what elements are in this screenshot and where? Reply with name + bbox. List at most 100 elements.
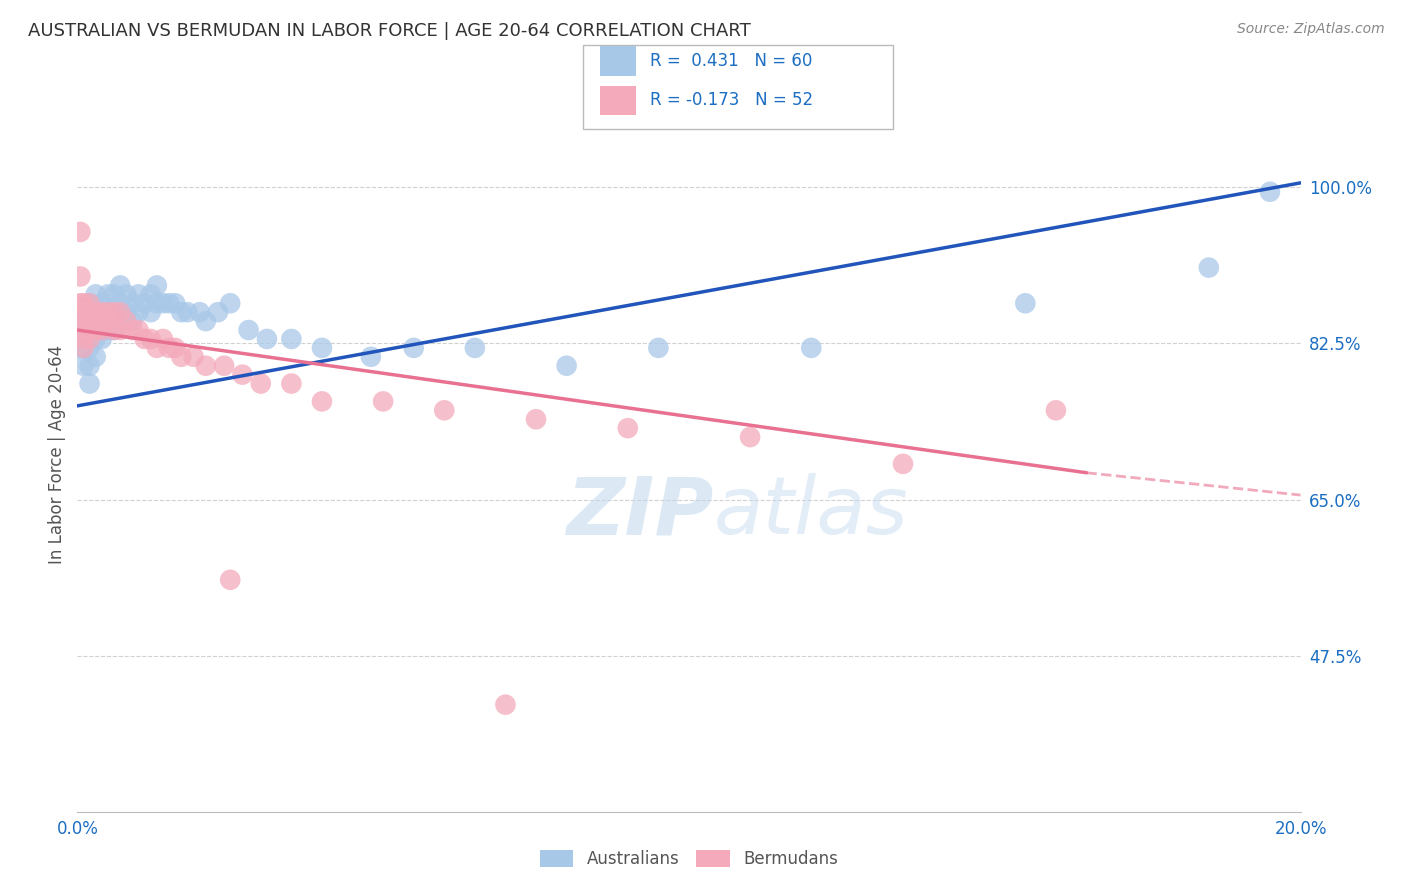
Point — [90, 314, 112, 328]
Point — [524, 412, 547, 426]
Point — [402, 341, 425, 355]
Point — [157, 341, 180, 355]
Point — [555, 359, 578, 373]
Point — [1014, 296, 1036, 310]
Point — [231, 368, 253, 382]
Point — [1258, 185, 1281, 199]
Point — [194, 314, 217, 328]
Point — [79, 323, 101, 337]
Point — [127, 287, 149, 301]
Text: ZIP: ZIP — [567, 473, 713, 551]
Point — [371, 394, 394, 409]
Point — [183, 350, 205, 364]
Point — [103, 287, 125, 301]
Point — [84, 287, 107, 301]
Point — [146, 341, 169, 355]
Point — [97, 305, 120, 319]
Point — [256, 332, 278, 346]
Point — [157, 296, 180, 310]
Point — [84, 305, 107, 319]
Point — [134, 296, 156, 310]
Point — [103, 323, 125, 337]
Point — [127, 305, 149, 319]
Point — [79, 314, 101, 328]
Point — [617, 421, 640, 435]
Point — [69, 269, 91, 284]
Point — [115, 305, 138, 319]
Point — [72, 341, 94, 355]
Point — [79, 323, 101, 337]
Point — [97, 314, 120, 328]
Point — [121, 296, 143, 310]
Point — [108, 323, 131, 337]
Point — [84, 314, 107, 328]
Point — [152, 332, 174, 346]
Point — [90, 305, 112, 319]
Point — [79, 341, 101, 355]
Point — [97, 287, 120, 301]
Point — [115, 314, 138, 328]
Point — [139, 287, 162, 301]
Point — [165, 296, 187, 310]
Point — [146, 296, 169, 310]
Point — [69, 296, 91, 310]
Point — [891, 457, 914, 471]
Point — [647, 341, 669, 355]
Point — [280, 332, 302, 346]
Point — [90, 332, 112, 346]
Point — [79, 332, 101, 346]
Text: atlas: atlas — [713, 473, 908, 551]
Point — [84, 323, 107, 337]
Point — [90, 296, 112, 310]
Point — [433, 403, 456, 417]
Point — [207, 305, 229, 319]
Point — [72, 314, 94, 328]
Point — [170, 350, 193, 364]
Point — [740, 430, 762, 444]
Point — [495, 698, 517, 712]
Point — [72, 332, 94, 346]
Point — [72, 332, 94, 346]
Point — [97, 305, 120, 319]
Point — [90, 314, 112, 328]
Point — [79, 359, 101, 373]
Point — [238, 323, 260, 337]
Point — [103, 305, 125, 319]
Point — [176, 305, 198, 319]
Point — [134, 332, 156, 346]
Point — [139, 332, 162, 346]
Point — [311, 341, 333, 355]
Point — [79, 296, 101, 310]
Point — [146, 278, 169, 293]
Point — [139, 305, 162, 319]
Point — [311, 394, 333, 409]
Point — [69, 225, 91, 239]
Y-axis label: In Labor Force | Age 20-64: In Labor Force | Age 20-64 — [48, 345, 66, 565]
Point — [108, 296, 131, 310]
Point — [97, 323, 120, 337]
Text: Source: ZipAtlas.com: Source: ZipAtlas.com — [1237, 22, 1385, 37]
Point — [90, 323, 112, 337]
Point — [108, 278, 131, 293]
Point — [165, 341, 187, 355]
Point — [152, 296, 174, 310]
Point — [72, 341, 94, 355]
Point — [72, 323, 94, 337]
Point — [194, 359, 217, 373]
Point — [79, 305, 101, 319]
Point — [280, 376, 302, 391]
Point — [115, 287, 138, 301]
Point — [212, 359, 235, 373]
Point — [121, 314, 143, 328]
Point — [170, 305, 193, 319]
Text: AUSTRALIAN VS BERMUDAN IN LABOR FORCE | AGE 20-64 CORRELATION CHART: AUSTRALIAN VS BERMUDAN IN LABOR FORCE | … — [28, 22, 751, 40]
Point — [79, 296, 101, 310]
Legend: Australians, Bermudans: Australians, Bermudans — [533, 843, 845, 875]
Text: R = -0.173   N = 52: R = -0.173 N = 52 — [650, 91, 813, 110]
Point — [127, 323, 149, 337]
Point — [188, 305, 211, 319]
Point — [103, 305, 125, 319]
Point — [250, 376, 273, 391]
Point — [72, 296, 94, 310]
Point — [360, 350, 382, 364]
